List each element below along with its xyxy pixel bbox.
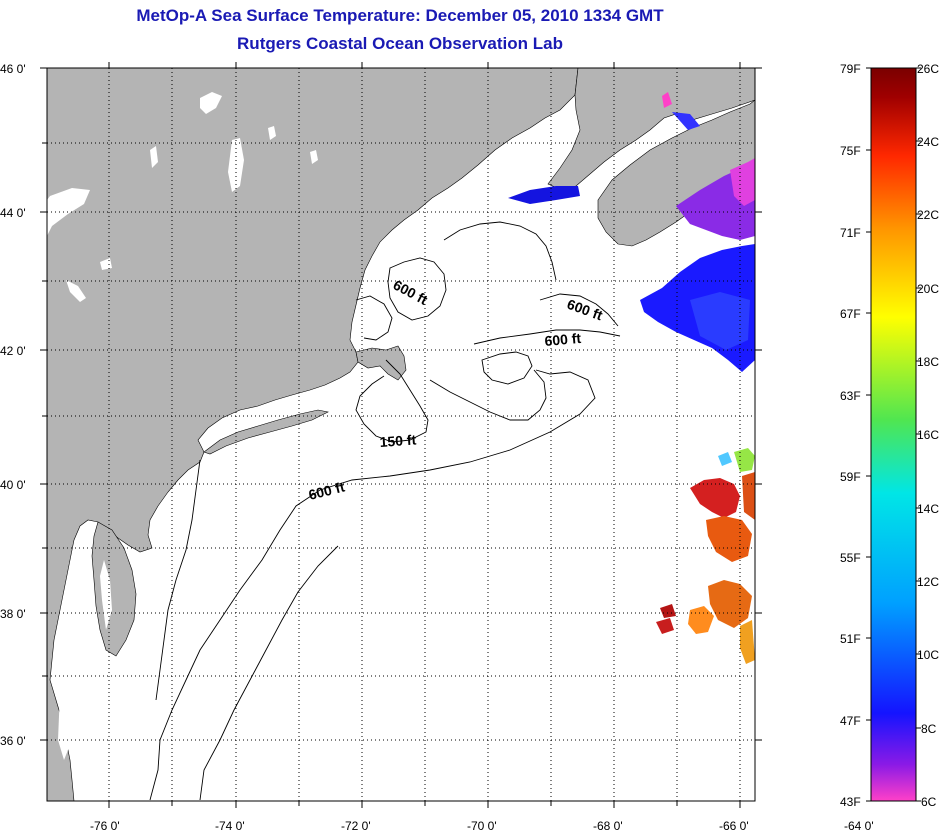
sst-patch-fundy [508,186,580,204]
land-new-brunswick [547,68,755,191]
map-frame [46,67,756,802]
colorbar-f-label: 51F [840,632,861,646]
colorbar-c-label: 16C [917,428,939,442]
colorbar-f-label: 47F [840,714,861,728]
sst-data-patches [508,92,755,664]
land-delmarva [91,521,137,657]
contour-label: 600 ft [544,330,582,349]
colorbar-f-label: 75F [840,144,861,158]
colorbar-f-label: 59F [840,470,861,484]
colorbar-f-label: 79F [840,62,861,76]
sst-patch-gulf-7 [660,604,676,618]
map-title: MetOp-A Sea Surface Temperature: Decembe… [136,6,664,25]
sst-patch-magenta-north [662,92,672,108]
colorbar-f-label: 67F [840,307,861,321]
lon-label: -76 0' [90,819,120,833]
lon-label: -72 0' [341,819,371,833]
colorbar-c-label: 12C [917,575,939,589]
colorbar-c-label: 22C [917,208,939,222]
colorbar-c-label: 18C [917,355,939,369]
colorbar [870,67,917,802]
colorbar-c-label: 26C [917,62,939,76]
colorbar-c-label: 24C [917,135,939,149]
sst-patch-gulf-3 [708,580,752,628]
lon-label: -64 0' [844,819,874,833]
sst-patch-gulf-6 [656,618,674,634]
sst-patch-gulf-1 [690,478,740,518]
lon-label: -74 0' [215,819,245,833]
colorbar-c-label: 6C [921,795,937,809]
colorbar-c-label: 14C [917,502,939,516]
colorbar-f-label: 55F [840,551,861,565]
sst-patch-fundy-2 [672,112,700,130]
sst-patch-cold-east-2 [690,292,750,350]
sst-patch-magenta [730,158,755,206]
lat-label: 38 0' [0,607,26,621]
contour-label: 150 ft [379,431,417,450]
colorbar-ticks [866,67,921,802]
sst-patch-gulf-9 [718,452,732,466]
map-subtitle: Rutgers Coastal Ocean Observation Lab [237,34,563,53]
sst-patch-gulf-8 [734,448,755,472]
lat-label: 36 0' [0,734,26,748]
land-us-coast [47,68,579,801]
colorbar-c-labels: 26C 24C 22C 20C 18C 16C 14C 12C 10C 8C 6… [917,62,939,809]
land-long-island [203,409,329,455]
colorbar-c-label: 8C [921,722,937,736]
axis-ticks [40,62,762,808]
longitude-labels: -76 0' -74 0' -72 0' -70 0' -68 0' -66 0… [90,819,874,833]
sst-patch-gulf-5 [740,620,755,664]
lat-label: 42 0' [0,344,26,358]
colorbar-f-label: 43F [840,795,861,809]
colorbar-c-label: 10C [917,648,939,662]
lon-label: -66 0' [719,819,749,833]
lon-label: -68 0' [593,819,623,833]
bathymetry-contours [149,221,621,801]
lon-label: -70 0' [467,819,497,833]
lat-label: 44 0' [0,206,26,220]
colorbar-f-labels: 79F 75F 71F 67F 63F 59F 55F 51F 47F 43F [840,62,861,809]
lat-label: 40 0' [0,478,26,492]
colorbar-c-label: 20C [917,282,939,296]
colorbar-f-label: 63F [840,389,861,403]
colorbar-f-label: 71F [840,226,861,240]
sst-patch-gulf-2 [706,516,752,562]
lat-label: 46 0' [0,62,26,76]
latitude-labels: 46 0' 44 0' 42 0' 40 0' 38 0' 36 0' [0,62,26,748]
